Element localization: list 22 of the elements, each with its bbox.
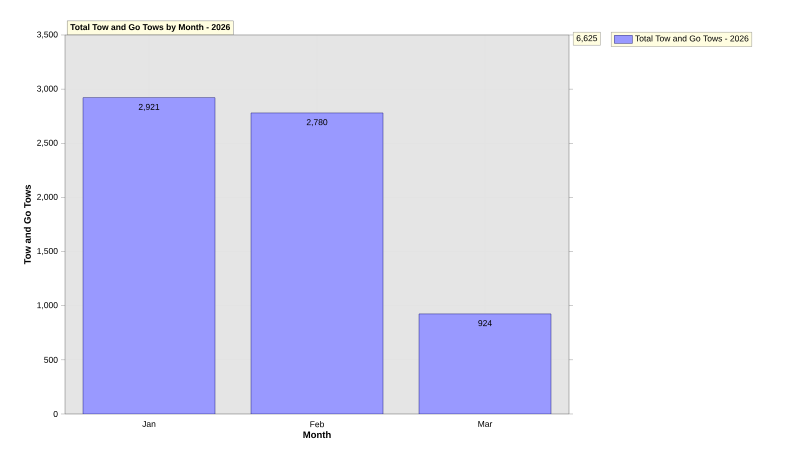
y-tick-label: 500 [44,356,58,363]
y-tick-label: 3,500 [37,31,58,38]
y-tick-label: 2,000 [37,194,58,201]
y-axis-title: Tow and Go Tows [24,184,31,264]
text: Total Tow and Go Tows - 2026 [635,35,748,42]
y-tick-label: 2,500 [37,140,58,147]
bar [418,314,552,414]
x-tick-label: Jan [142,421,156,427]
y-tick-label: 1,000 [37,302,58,310]
x-tick-label: Mar [478,421,492,427]
bar [251,112,384,414]
x-tick-label: Feb [310,421,324,428]
y-tick-label: 3,000 [37,86,58,93]
bar [82,97,216,414]
data-label: 924 [478,320,492,326]
chart-title: Total Tow and Go Tows by Month - 2026 [70,24,230,32]
data-label: 2,921 [138,104,160,111]
x-axis-title: Month [303,431,331,438]
y-tick-label: 0 [54,410,58,417]
data-label: 2,780 [306,119,328,126]
text: 6,625 [576,35,598,42]
y-tick-label: 1,500 [37,248,58,256]
